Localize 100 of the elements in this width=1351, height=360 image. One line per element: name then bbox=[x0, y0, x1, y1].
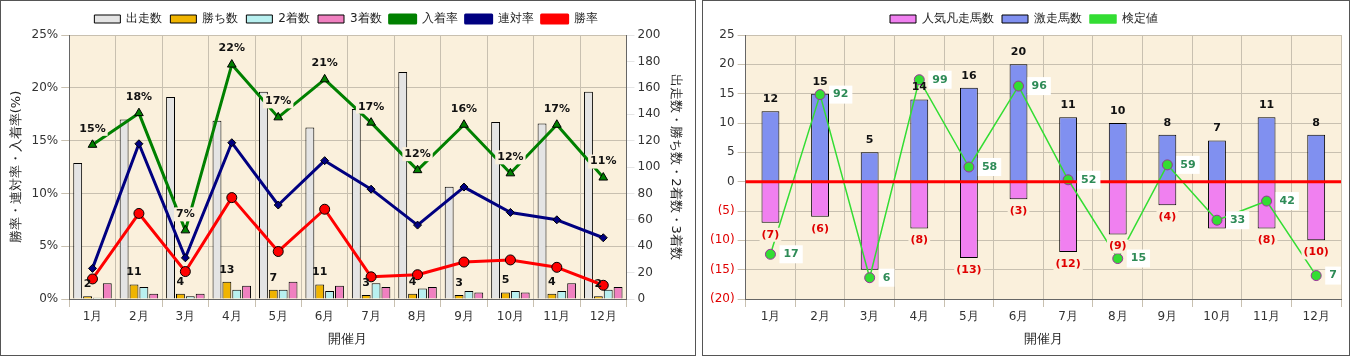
legend-label: 2着数 bbox=[278, 11, 311, 26]
x-tick-label: 10月 bbox=[496, 309, 525, 324]
y2-tick-label: 100 bbox=[637, 159, 661, 174]
data-label: 3 bbox=[455, 275, 463, 289]
x-axis-title: 開催月 bbox=[1023, 330, 1063, 346]
data-label: 42 bbox=[1279, 193, 1295, 207]
point bbox=[134, 107, 144, 117]
point bbox=[179, 266, 191, 278]
point bbox=[814, 89, 826, 101]
data-label: 52 bbox=[1081, 172, 1097, 186]
data-label: 20 bbox=[1010, 45, 1027, 59]
data-label: 22% bbox=[218, 41, 245, 55]
y-tick-label: 10% bbox=[31, 185, 59, 200]
data-label: 21% bbox=[311, 56, 338, 70]
point bbox=[864, 272, 876, 284]
data-label: 16 bbox=[961, 68, 977, 82]
data-label: 15 bbox=[812, 74, 828, 88]
point bbox=[459, 119, 469, 128]
data-label: (12) bbox=[1055, 256, 1081, 270]
x-tick-label: 2月 bbox=[129, 309, 149, 324]
y-tick-label: 5 bbox=[726, 144, 735, 159]
x-tick-label: 8月 bbox=[1107, 309, 1128, 324]
data-label: 6 bbox=[882, 270, 891, 284]
point bbox=[459, 182, 469, 192]
legend-label: 3着数 bbox=[350, 11, 382, 26]
data-label: (3) bbox=[1009, 204, 1028, 218]
y-tick-label: 25 bbox=[719, 27, 735, 42]
x-tick-label: 4月 bbox=[909, 309, 930, 324]
y2-tick-label: 60 bbox=[637, 211, 653, 226]
y-tick-label: 0 bbox=[726, 173, 735, 188]
x-tick-label: 9月 bbox=[1157, 309, 1178, 324]
data-label: 99 bbox=[932, 72, 948, 86]
data-label: (13) bbox=[956, 262, 982, 276]
point bbox=[551, 261, 563, 273]
x-axis-title: 開催月 bbox=[328, 330, 368, 346]
data-label: 18% bbox=[125, 90, 153, 103]
point bbox=[227, 138, 237, 148]
y-tick-label: (10) bbox=[709, 232, 735, 247]
point bbox=[1211, 214, 1223, 226]
y-tick-label: (15) bbox=[709, 261, 735, 276]
x-tick-label: 11月 bbox=[1252, 309, 1281, 324]
y-tick-label: 20% bbox=[31, 79, 59, 94]
point bbox=[598, 233, 608, 243]
point bbox=[552, 119, 562, 128]
y-tick-label: (20) bbox=[709, 291, 735, 306]
point bbox=[134, 139, 144, 149]
x-tick-label: 5月 bbox=[959, 309, 979, 324]
point bbox=[552, 215, 562, 225]
data-label: 4 bbox=[408, 274, 417, 288]
point bbox=[273, 200, 283, 210]
data-label: 10 bbox=[1110, 103, 1126, 117]
point bbox=[598, 172, 609, 181]
x-tick-label: 7月 bbox=[1058, 309, 1078, 324]
y2-tick-label: 80 bbox=[637, 185, 653, 200]
data-label: 8 bbox=[1312, 115, 1321, 129]
x-tick-label: 3月 bbox=[859, 309, 880, 324]
data-label: 4 bbox=[176, 274, 185, 288]
legend-label: 人気凡走馬数 bbox=[922, 11, 994, 26]
point bbox=[87, 139, 98, 148]
y2-tick-label: 160 bbox=[637, 79, 661, 94]
y-tick-label: (5) bbox=[717, 203, 735, 218]
y-tick-label: 25% bbox=[31, 27, 59, 42]
data-label: 12% bbox=[497, 150, 524, 164]
legend-label: 勝率 bbox=[573, 11, 598, 26]
data-label: (4) bbox=[1158, 209, 1177, 223]
y2-tick-label: 20 bbox=[637, 264, 653, 279]
data-label: 33 bbox=[1229, 213, 1246, 227]
point bbox=[319, 73, 330, 83]
point bbox=[273, 111, 284, 121]
x-tick-label: 2月 bbox=[810, 309, 830, 324]
legend-label: 勝ち数 bbox=[202, 11, 239, 26]
x-tick-label: 3月 bbox=[175, 309, 196, 324]
legend-label: 検定値 bbox=[1122, 11, 1158, 26]
y2-tick-label: 180 bbox=[637, 53, 661, 68]
point bbox=[87, 263, 97, 273]
x-tick-label: 9月 bbox=[454, 309, 474, 324]
y2-axis-title: 出走数・勝ち数・2着数・3着数 bbox=[668, 74, 684, 260]
x-tick-label: 11月 bbox=[543, 309, 571, 324]
y2-tick-label: 200 bbox=[637, 27, 661, 42]
data-label: 17% bbox=[543, 101, 571, 115]
point bbox=[1161, 159, 1173, 171]
x-tick-label: 5月 bbox=[268, 309, 289, 324]
point bbox=[226, 192, 238, 204]
point bbox=[412, 164, 423, 174]
x-tick-label: 12月 bbox=[589, 309, 617, 324]
point bbox=[366, 117, 376, 126]
legend-label: 出走数 bbox=[126, 11, 163, 26]
point bbox=[133, 207, 145, 219]
point bbox=[504, 254, 516, 266]
point bbox=[1013, 80, 1025, 92]
data-label: 7% bbox=[176, 207, 195, 221]
point bbox=[180, 224, 191, 234]
point bbox=[366, 184, 376, 194]
data-label: 8 bbox=[1163, 115, 1172, 129]
data-label: 17% bbox=[357, 99, 385, 113]
data-label: (6) bbox=[811, 221, 829, 235]
data-label: 11% bbox=[590, 154, 617, 168]
y-tick-label: 15% bbox=[31, 132, 59, 147]
data-label: (7) bbox=[761, 227, 780, 241]
data-label: 12% bbox=[404, 147, 431, 161]
